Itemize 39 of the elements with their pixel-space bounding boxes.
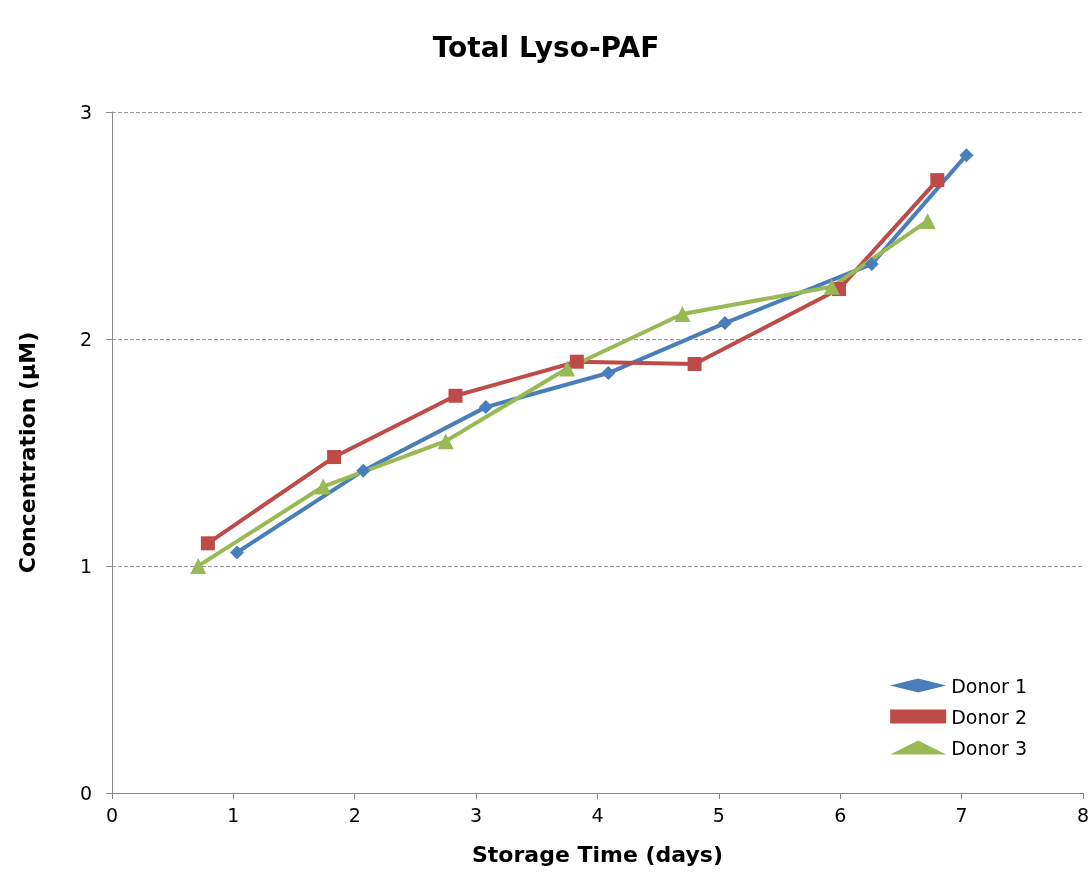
- x-tick-label: 3: [470, 803, 483, 826]
- y-tick-label: 3: [79, 101, 92, 123]
- x-tick-label: 8: [1076, 803, 1089, 826]
- point: [687, 356, 702, 371]
- point: [919, 212, 936, 229]
- legend-label: Donor 3: [951, 736, 1028, 759]
- point: [356, 463, 371, 478]
- point: [200, 536, 215, 551]
- y-tick-label: 1: [79, 555, 92, 577]
- point: [448, 388, 463, 403]
- y-tick-label: 0: [79, 782, 92, 804]
- point: [864, 257, 879, 272]
- point: [327, 450, 342, 465]
- point: [230, 545, 245, 560]
- legend-label: Donor 1: [951, 674, 1028, 697]
- y-axis-title: Concentration (µM): [14, 331, 40, 574]
- point: [478, 400, 493, 415]
- x-tick-label: 1: [227, 803, 240, 826]
- legend-label: Donor 2: [951, 705, 1028, 728]
- chart-title: Total Lyso-PAF: [432, 30, 660, 64]
- x-tick-label: 7: [955, 803, 968, 826]
- y-tick-label: 2: [79, 328, 92, 350]
- point: [823, 278, 840, 295]
- point: [190, 558, 207, 574]
- x-axis-title: Storage Time (days): [471, 841, 723, 867]
- point: [437, 433, 454, 450]
- point: [674, 306, 691, 323]
- x-tick-label: 4: [591, 803, 604, 826]
- point: [959, 148, 974, 163]
- point: [717, 316, 732, 331]
- point: [559, 360, 576, 377]
- x-tick-label: 6: [834, 803, 847, 826]
- point: [315, 478, 332, 495]
- point: [930, 173, 945, 188]
- x-tick-label: 5: [712, 803, 725, 826]
- point: [601, 366, 616, 381]
- point: [569, 354, 584, 369]
- x-tick-label: 0: [105, 803, 119, 826]
- x-tick-label: 2: [348, 803, 361, 826]
